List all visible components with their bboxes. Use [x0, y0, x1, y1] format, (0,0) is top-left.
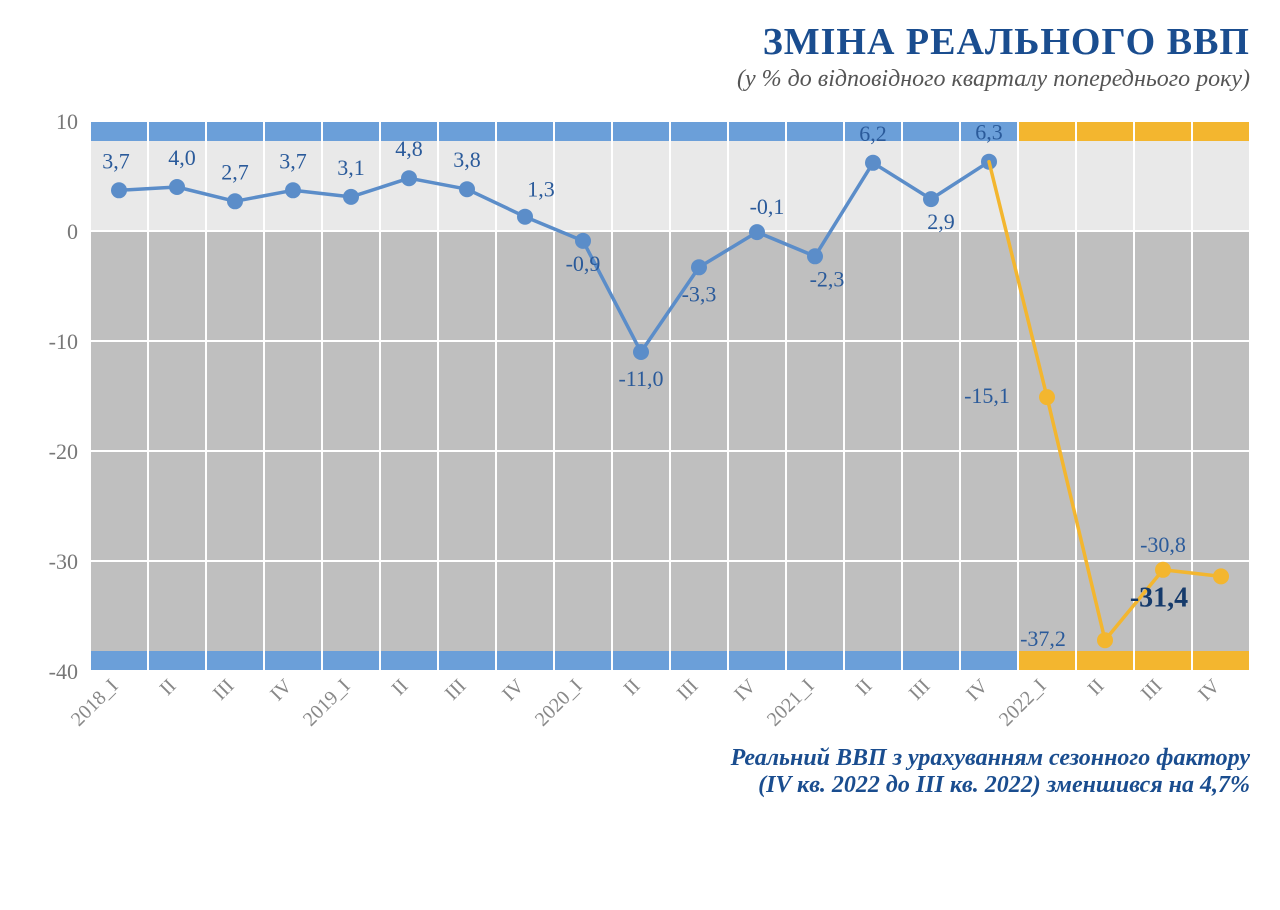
svg-text:III: III — [673, 675, 703, 705]
svg-text:-30,8: -30,8 — [1140, 532, 1186, 557]
svg-text:-0,1: -0,1 — [750, 194, 785, 219]
svg-text:2,9: 2,9 — [927, 209, 955, 234]
svg-text:IV: IV — [962, 675, 993, 706]
svg-text:-30: -30 — [49, 549, 78, 574]
svg-text:-31,4: -31,4 — [1130, 582, 1188, 613]
svg-text:6,3: 6,3 — [975, 120, 1003, 145]
svg-text:III: III — [1137, 675, 1167, 705]
svg-text:III: III — [441, 675, 471, 705]
svg-text:1,3: 1,3 — [527, 177, 555, 202]
svg-text:-10: -10 — [49, 329, 78, 354]
footnote-line-2: (IV кв. 2022 до III кв. 2022) зменшився … — [30, 772, 1250, 799]
svg-text:II: II — [852, 675, 877, 700]
chart-footnote: Реальний ВВП з урахуванням сезонного фак… — [30, 745, 1260, 799]
svg-text:6,2: 6,2 — [859, 121, 887, 146]
gdp-line-chart: -40-30-20-100102018_IIIIIIIV2019_IIIIIII… — [30, 101, 1260, 741]
svg-text:II: II — [620, 675, 645, 700]
svg-text:3,7: 3,7 — [279, 148, 307, 173]
svg-text:-11,0: -11,0 — [618, 366, 663, 391]
svg-text:-3,3: -3,3 — [682, 281, 717, 306]
title-block: ЗМІНА РЕАЛЬНОГО ВВП (у % до відповідного… — [30, 20, 1260, 93]
svg-text:II: II — [156, 675, 181, 700]
svg-text:0: 0 — [67, 219, 78, 244]
svg-text:IV: IV — [730, 675, 761, 706]
chart-title: ЗМІНА РЕАЛЬНОГО ВВП — [30, 20, 1250, 64]
chart-subtitle: (у % до відповідного кварталу попередньо… — [30, 66, 1250, 93]
footnote-line-1: Реальний ВВП з урахуванням сезонного фак… — [30, 745, 1250, 772]
svg-text:4,0: 4,0 — [168, 145, 196, 170]
svg-text:IV: IV — [498, 675, 529, 706]
svg-text:-15,1: -15,1 — [964, 383, 1010, 408]
svg-text:4,8: 4,8 — [395, 136, 423, 161]
svg-text:2,7: 2,7 — [221, 159, 249, 184]
svg-text:3,7: 3,7 — [102, 148, 130, 173]
svg-text:-2,3: -2,3 — [810, 266, 845, 291]
svg-text:II: II — [1084, 675, 1109, 700]
svg-text:2019_I: 2019_I — [299, 675, 355, 731]
svg-text:2020_I: 2020_I — [531, 675, 587, 731]
svg-text:II: II — [388, 675, 413, 700]
svg-text:-0,9: -0,9 — [566, 251, 601, 276]
svg-text:2022_I: 2022_I — [995, 675, 1051, 731]
svg-text:III: III — [905, 675, 935, 705]
svg-text:IV: IV — [1194, 675, 1225, 706]
svg-text:2021_I: 2021_I — [763, 675, 819, 731]
svg-text:-40: -40 — [49, 659, 78, 684]
svg-text:-37,2: -37,2 — [1020, 626, 1066, 651]
svg-text:-20: -20 — [49, 439, 78, 464]
svg-text:IV: IV — [266, 675, 297, 706]
svg-text:III: III — [209, 675, 239, 705]
svg-text:3,8: 3,8 — [453, 147, 481, 172]
chart-container: ЗМІНА РЕАЛЬНОГО ВВП (у % до відповідного… — [30, 20, 1260, 799]
svg-text:3,1: 3,1 — [337, 155, 365, 180]
svg-text:10: 10 — [56, 109, 78, 134]
